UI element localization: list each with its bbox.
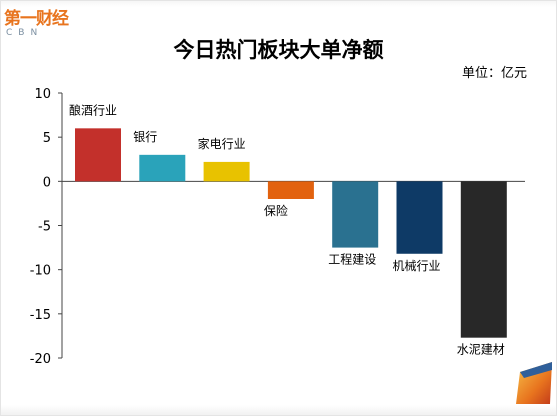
y-tick-label: -20 (30, 352, 51, 367)
chart-title: 今日热门板块大单净额 (173, 37, 384, 62)
bar (332, 181, 379, 248)
category-label: 家电行业 (198, 136, 246, 151)
y-tick-label: 10 (34, 87, 51, 102)
bar (203, 161, 250, 182)
bar (139, 154, 186, 182)
y-tick-label: 0 (43, 175, 51, 190)
unit-label: 单位：亿元 (461, 66, 527, 81)
logo-subtext: CBN (6, 28, 44, 38)
bar (460, 181, 507, 338)
y-tick-label: 5 (43, 131, 51, 146)
category-label: 保险 (264, 203, 288, 218)
category-label: 工程建设 (328, 252, 376, 267)
corner-decoration (516, 362, 552, 404)
y-tick-label: -10 (30, 264, 51, 279)
cbn-logo: 第一财经 CBN (4, 4, 94, 44)
bar (267, 181, 314, 199)
bar (396, 181, 443, 254)
logo-text: 第一财经 (4, 9, 69, 29)
category-label: 机械行业 (393, 258, 441, 273)
y-tick-label: -15 (30, 308, 51, 323)
category-label: 酿酒行业 (69, 102, 117, 117)
category-label: 水泥建材 (457, 343, 505, 357)
y-tick-label: -5 (38, 220, 51, 235)
bar (75, 128, 121, 182)
category-label: 银行 (133, 130, 157, 144)
